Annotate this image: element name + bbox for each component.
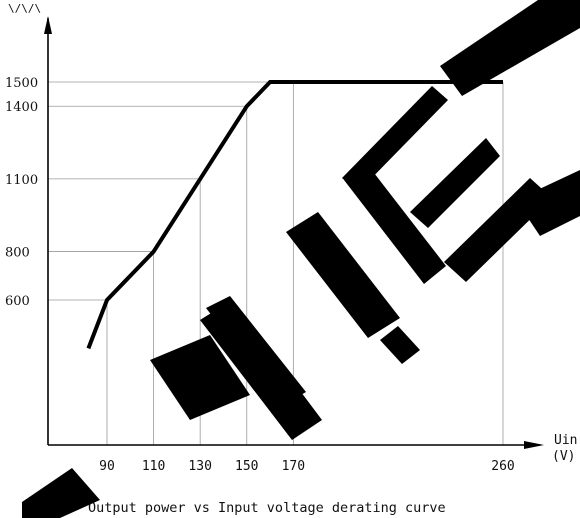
watermark-stroke <box>206 296 306 406</box>
x-tick-label: 170 <box>282 459 305 474</box>
watermark-stroke <box>286 212 400 338</box>
x-axis-label: Uin <box>554 433 577 448</box>
axes: \/\/\ <box>8 2 544 449</box>
watermark-stroke <box>440 0 580 96</box>
watermark-stroke <box>410 138 500 228</box>
x-axis-arrow <box>524 441 544 449</box>
x-tick-label: 110 <box>142 459 165 474</box>
series-layer <box>86 80 503 350</box>
y-tick-label: 600 <box>5 294 30 309</box>
watermark-stroke <box>22 468 100 518</box>
tick-labels: 600 800 1100 1400 1500 90 110 130 150 170 260 <box>5 76 515 474</box>
chart-caption: Output power vs Input voltage derating c… <box>88 500 446 516</box>
watermark-stroke <box>380 326 420 364</box>
watermark-stroke <box>516 170 580 236</box>
y-tick-label: 800 <box>5 246 30 261</box>
x-axis-unit: (V) <box>552 449 575 464</box>
watermark-stroke <box>342 86 448 192</box>
x-tick-label: 150 <box>235 459 258 474</box>
x-tick-label: 90 <box>99 459 115 474</box>
x-tick-label: 130 <box>188 459 211 474</box>
y-tick-label: 1500 <box>5 76 38 91</box>
y-tick-label: 1100 <box>5 173 38 188</box>
watermark-nuet <box>22 0 580 518</box>
watermark-stroke <box>344 160 446 284</box>
axis-titles: Uin (V) Output power vs Input voltage de… <box>88 433 577 516</box>
y-axis-top-glyph: \/\/\ <box>8 2 41 15</box>
y-tick-label: 1400 <box>5 100 38 115</box>
x-tick-label: 260 <box>491 459 514 474</box>
y-axis-arrow <box>44 16 52 34</box>
watermark-stroke <box>150 335 250 420</box>
derating-curve-line <box>86 80 503 350</box>
